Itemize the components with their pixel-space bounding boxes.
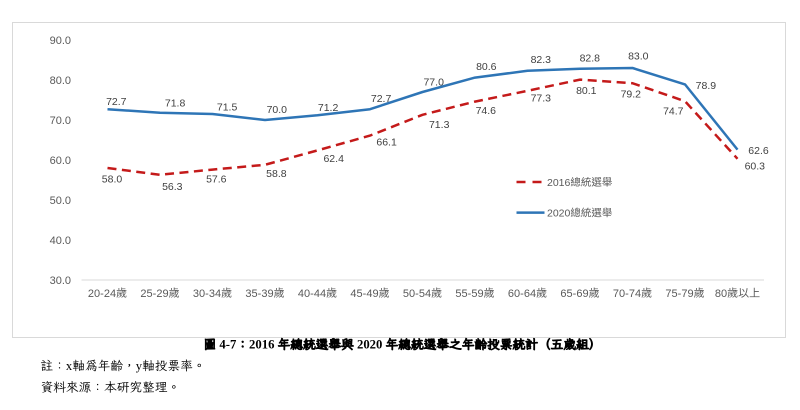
svg-text:58.8: 58.8: [266, 168, 287, 180]
svg-text:50.0: 50.0: [50, 195, 71, 207]
svg-text:30-34: 30-34: [193, 288, 221, 300]
svg-text:72.7: 72.7: [371, 93, 392, 105]
svg-text:45-49: 45-49: [350, 288, 378, 300]
svg-text:20-24: 20-24: [88, 288, 116, 300]
svg-text:71.3: 71.3: [429, 119, 450, 131]
svg-text:58.0: 58.0: [102, 174, 123, 186]
svg-text:78.9: 78.9: [696, 80, 717, 92]
svg-text:70-74: 70-74: [613, 288, 641, 300]
svg-text:50-54: 50-54: [403, 288, 431, 300]
svg-text:56.3: 56.3: [162, 181, 183, 193]
svg-text:70.0: 70.0: [267, 104, 288, 116]
svg-text:30.0: 30.0: [50, 275, 71, 287]
svg-text:25-29: 25-29: [140, 288, 168, 300]
svg-text:77.0: 77.0: [423, 77, 444, 89]
svg-text:2016: 2016: [249, 338, 274, 352]
svg-text:83.0: 83.0: [628, 51, 649, 63]
svg-text:60.3: 60.3: [745, 161, 766, 173]
svg-text:66.1: 66.1: [376, 137, 397, 149]
svg-text:x: x: [66, 359, 73, 373]
svg-text:35-39: 35-39: [245, 288, 273, 300]
svg-text:70.0: 70.0: [50, 115, 71, 127]
svg-text:65-69: 65-69: [560, 288, 588, 300]
svg-text:80.6: 80.6: [476, 61, 497, 73]
svg-text:2020: 2020: [357, 338, 382, 352]
svg-text:55-59: 55-59: [455, 288, 483, 300]
svg-text:60.0: 60.0: [50, 155, 71, 167]
svg-text:82.3: 82.3: [531, 54, 552, 66]
svg-text:75-79: 75-79: [665, 288, 693, 300]
svg-text:90.0: 90.0: [50, 35, 71, 47]
svg-text:72.7: 72.7: [106, 96, 127, 108]
svg-text:57.6: 57.6: [206, 174, 227, 186]
svg-text:79.2: 79.2: [621, 89, 642, 101]
svg-text:62.6: 62.6: [748, 145, 769, 157]
svg-text:80: 80: [715, 288, 727, 300]
svg-text:y: y: [136, 359, 143, 373]
svg-text:80.1: 80.1: [576, 85, 597, 97]
svg-text:71.2: 71.2: [318, 102, 339, 114]
svg-text:40.0: 40.0: [50, 235, 71, 247]
svg-text:60-64: 60-64: [508, 288, 536, 300]
svg-text:77.3: 77.3: [531, 92, 552, 104]
svg-text:2016: 2016: [547, 177, 571, 189]
svg-text:80.0: 80.0: [50, 75, 71, 87]
svg-text:2020: 2020: [547, 207, 571, 219]
svg-text:71.8: 71.8: [165, 98, 186, 110]
svg-text:74.6: 74.6: [476, 105, 497, 117]
svg-text:74.7: 74.7: [663, 106, 684, 118]
svg-text:4-7: 4-7: [219, 338, 237, 352]
svg-text:71.5: 71.5: [217, 102, 238, 114]
svg-text:82.8: 82.8: [580, 52, 601, 64]
svg-text:40-44: 40-44: [298, 288, 326, 300]
svg-text:62.4: 62.4: [323, 153, 344, 165]
